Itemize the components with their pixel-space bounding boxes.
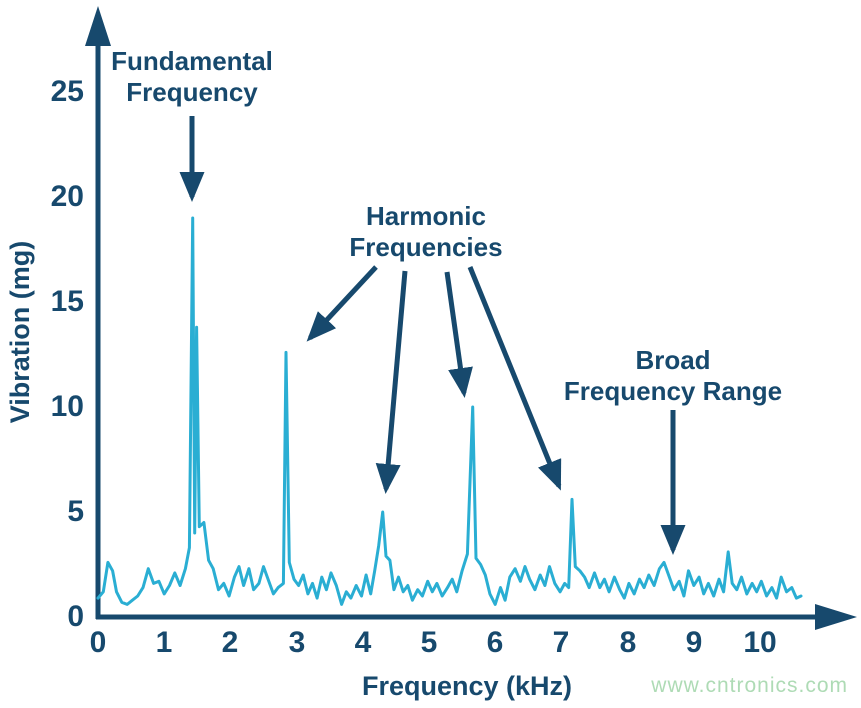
y-tick-0: 0: [67, 600, 84, 633]
x-tick-9: 9: [685, 626, 703, 659]
harmonic-arrow-4-icon: [467, 266, 562, 491]
broad-label-line1: Broad: [635, 345, 711, 375]
x-tick-3: 3: [288, 626, 306, 659]
harmonic-frequencies-label: Harmonic Frequencies: [296, 201, 556, 263]
harmonic-arrow-3-icon: [444, 271, 473, 398]
x-tick-7: 7: [552, 626, 570, 659]
harmonic-arrow-1-icon: [306, 265, 378, 342]
harmonic-label-line2: Frequencies: [349, 232, 503, 262]
broad-label-line2: Frequency Range: [563, 376, 783, 406]
y-tick-10: 10: [50, 390, 84, 423]
y-tick-25: 25: [50, 75, 84, 108]
x-tick-0: 0: [89, 626, 107, 659]
x-tick-10: 10: [743, 626, 777, 659]
fundamental-label-line1: Fundamental: [111, 46, 273, 76]
x-axis-arrow-icon: [815, 604, 857, 630]
watermark-text: www.cntronics.com: [651, 674, 848, 697]
fundamental-label-line2: Frequency: [126, 77, 258, 107]
y-tick-20: 20: [50, 180, 84, 213]
x-tick-4: 4: [354, 626, 372, 659]
x-tick-5: 5: [420, 626, 438, 659]
y-tick-5: 5: [67, 495, 84, 528]
y-axis-arrow-icon: [85, 6, 111, 46]
x-axis-title: Frequency (kHz): [361, 671, 573, 701]
fundamental-frequency-label: Fundamental Frequency: [62, 46, 322, 108]
x-tick-6: 6: [486, 626, 504, 659]
y-tick-15: 15: [50, 285, 84, 318]
x-tick-2: 2: [221, 626, 239, 659]
x-tick-1: 1: [155, 626, 173, 659]
spectrum-line: [96, 216, 803, 606]
broad-frequency-range-label: Broad Frequency Range: [523, 345, 823, 407]
harmonic-arrow-2-icon: [375, 270, 408, 494]
x-tick-8: 8: [619, 626, 637, 659]
harmonic-label-line1: Harmonic: [366, 201, 486, 231]
y-axis-title: Vibration (mg): [5, 240, 35, 424]
